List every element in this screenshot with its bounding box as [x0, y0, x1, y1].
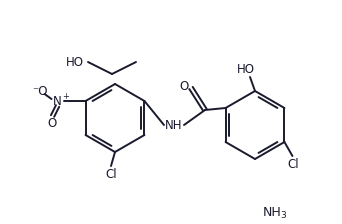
Text: O: O — [47, 116, 56, 129]
Text: NH: NH — [165, 118, 183, 131]
Text: HO: HO — [66, 56, 84, 69]
Text: O: O — [179, 80, 189, 93]
Text: 3: 3 — [280, 211, 286, 220]
Text: ⁻O: ⁻O — [32, 84, 47, 97]
Text: Cl: Cl — [288, 157, 299, 170]
Text: Cl: Cl — [105, 168, 117, 181]
Text: +: + — [62, 91, 69, 101]
Text: N: N — [53, 95, 62, 108]
Text: NH: NH — [263, 205, 282, 218]
Text: HO: HO — [237, 62, 255, 75]
